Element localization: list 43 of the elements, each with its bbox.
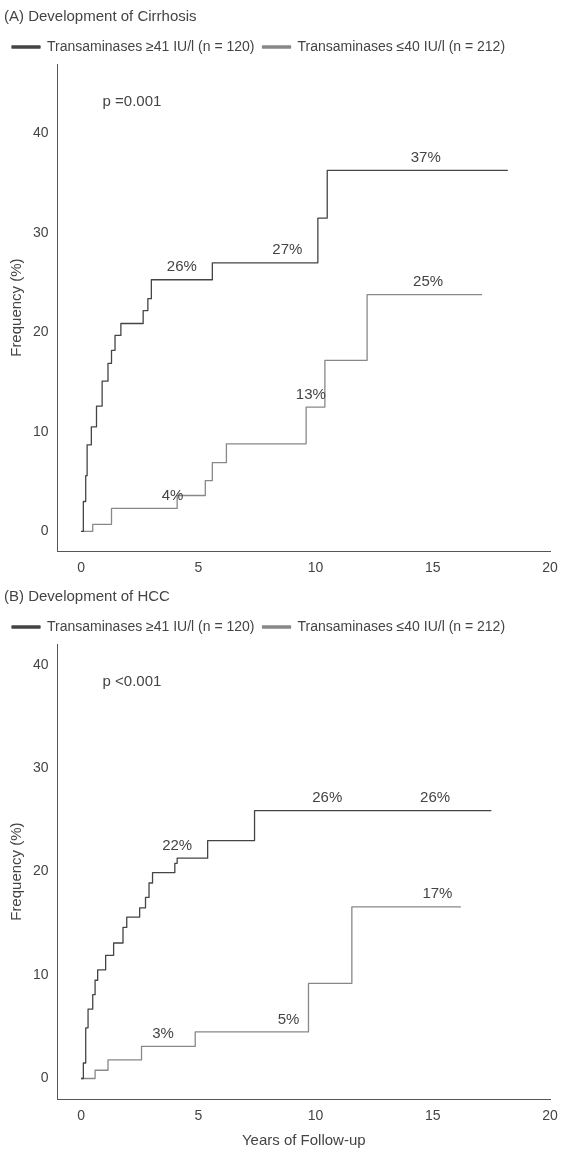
- x-tick-label: 0: [77, 559, 86, 576]
- annotation: p <0.001: [102, 671, 162, 689]
- legend-label: Transaminases ≤40 IU/l (n = 212): [297, 37, 506, 54]
- x-tick-label: 10: [307, 559, 324, 576]
- legend-label: Transaminases ≤40 IU/l (n = 212): [297, 617, 506, 634]
- annotation: 26%: [312, 788, 343, 806]
- annotation: 25%: [413, 272, 444, 290]
- x-tick-label: 0: [77, 1107, 86, 1124]
- annotation: 26%: [420, 788, 451, 806]
- chart-title: (B) Development of HCC: [4, 587, 171, 605]
- annotation: 5%: [277, 1009, 300, 1027]
- y-tick-label: 30: [32, 223, 49, 240]
- x-tick-label: 5: [194, 1107, 203, 1124]
- annotation: 26%: [166, 257, 197, 275]
- x-tick-label: 20: [542, 559, 558, 576]
- y-tick-label: 10: [32, 422, 49, 439]
- annotation: p =0.001: [102, 91, 162, 109]
- x-axis-title: Years of Follow-up: [241, 1131, 366, 1149]
- x-tick-label: 5: [194, 559, 203, 576]
- annotation: 4%: [161, 486, 184, 504]
- annotation: 22%: [162, 835, 193, 853]
- annotation: 27%: [272, 240, 303, 258]
- y-tick-label: 20: [32, 862, 49, 879]
- annotation: 3%: [152, 1024, 174, 1042]
- y-tick-label: 40: [32, 124, 49, 141]
- y-tick-label: 20: [32, 323, 49, 340]
- y-tick-label: 40: [32, 655, 49, 672]
- y-tick-label: 0: [40, 522, 49, 539]
- x-tick-label: 15: [424, 1107, 441, 1124]
- y-axis-title: Frequency (%): [7, 258, 25, 357]
- y-tick-label: 0: [40, 1069, 49, 1086]
- annotation: 17%: [422, 884, 453, 902]
- chart-title: (A) Development of Cirrhosis: [4, 7, 197, 25]
- y-tick-label: 10: [32, 965, 49, 982]
- annotation: 13%: [295, 384, 326, 402]
- legend-label: Transaminases ≥41 IU/l (n = 120): [47, 617, 255, 634]
- x-tick-label: 15: [424, 559, 441, 576]
- legend-label: Transaminases ≥41 IU/l (n = 120): [47, 37, 255, 54]
- annotation: 37%: [410, 148, 441, 166]
- y-axis-title: Frequency (%): [7, 822, 25, 921]
- y-tick-label: 30: [32, 759, 49, 775]
- x-tick-label: 20: [542, 1107, 558, 1124]
- x-tick-label: 10: [307, 1107, 324, 1124]
